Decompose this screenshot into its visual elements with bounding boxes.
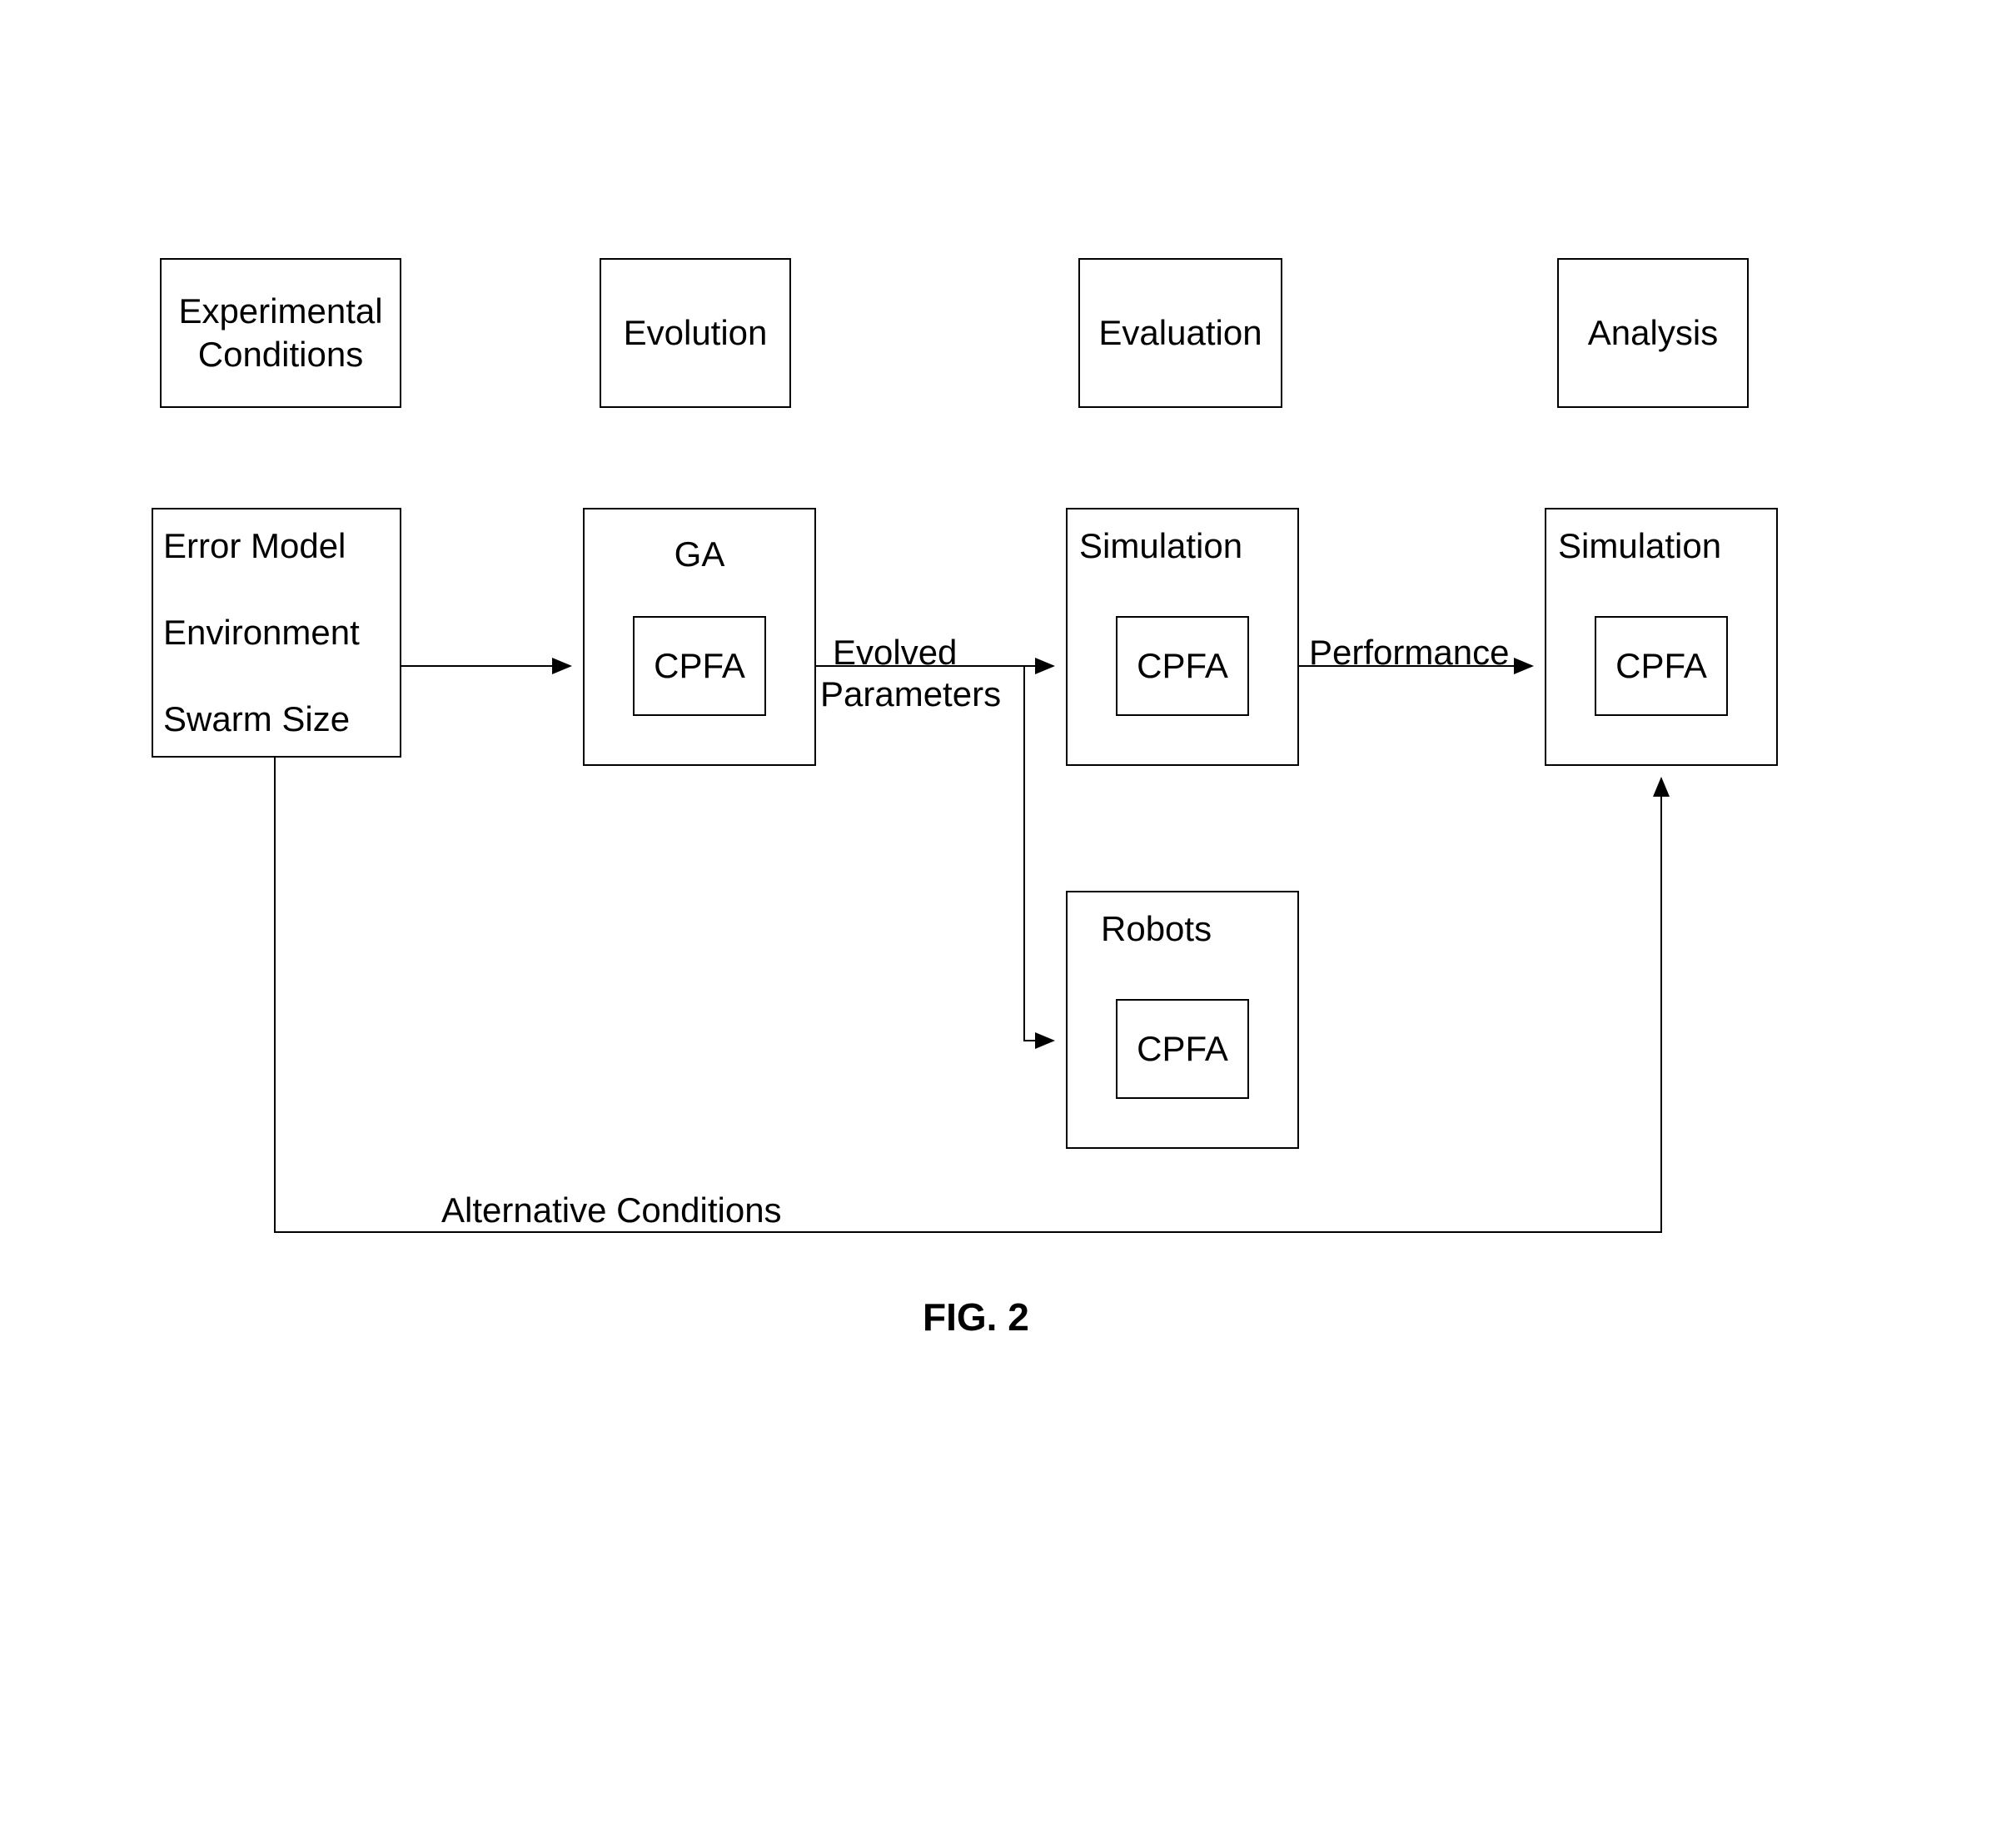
inner-label: CPFA [1137, 646, 1228, 686]
header-experimental-conditions: Experimental Conditions [160, 258, 401, 408]
figure-caption: FIG. 2 [923, 1295, 1029, 1339]
diagram-canvas: Experimental Conditions Evolution Evalua… [0, 0, 2016, 1824]
stage-simulation-eval-inner: CPFA [1116, 616, 1249, 716]
conditions-line: Swarm Size [163, 699, 390, 739]
edge-label-performance: Performance [1309, 633, 1509, 673]
header-label: Conditions [198, 335, 363, 374]
stage-title: Robots [1101, 909, 1212, 948]
edge-branch-to-robots [1024, 666, 1053, 1041]
header-evolution: Evolution [600, 258, 791, 408]
header-evaluation: Evaluation [1078, 258, 1282, 408]
header-label: Analysis [1588, 311, 1718, 355]
header-analysis: Analysis [1557, 258, 1749, 408]
edge-label-alternative-conditions: Alternative Conditions [441, 1190, 782, 1230]
conditions-line: Error Model [163, 526, 390, 566]
inner-label: CPFA [654, 646, 745, 686]
header-label: Evaluation [1098, 311, 1262, 355]
header-label: Evolution [624, 311, 768, 355]
edge-alt-conditions [275, 758, 1661, 1232]
inner-label: CPFA [1615, 646, 1707, 686]
edge-label-evolved: Evolved [833, 633, 957, 673]
conditions-box: Error Model Environment Swarm Size [152, 508, 401, 758]
stage-ga-inner: CPFA [633, 616, 766, 716]
stage-title: Simulation [1079, 526, 1242, 565]
stage-simulation-analysis-inner: CPFA [1595, 616, 1728, 716]
inner-label: CPFA [1137, 1029, 1228, 1069]
header-label: Experimental [178, 291, 382, 331]
stage-robots-inner: CPFA [1116, 999, 1249, 1099]
conditions-line: Environment [163, 613, 390, 653]
stage-title: Simulation [1558, 526, 1721, 565]
stage-title: GA [674, 534, 725, 574]
edge-label-parameters: Parameters [820, 674, 1001, 714]
